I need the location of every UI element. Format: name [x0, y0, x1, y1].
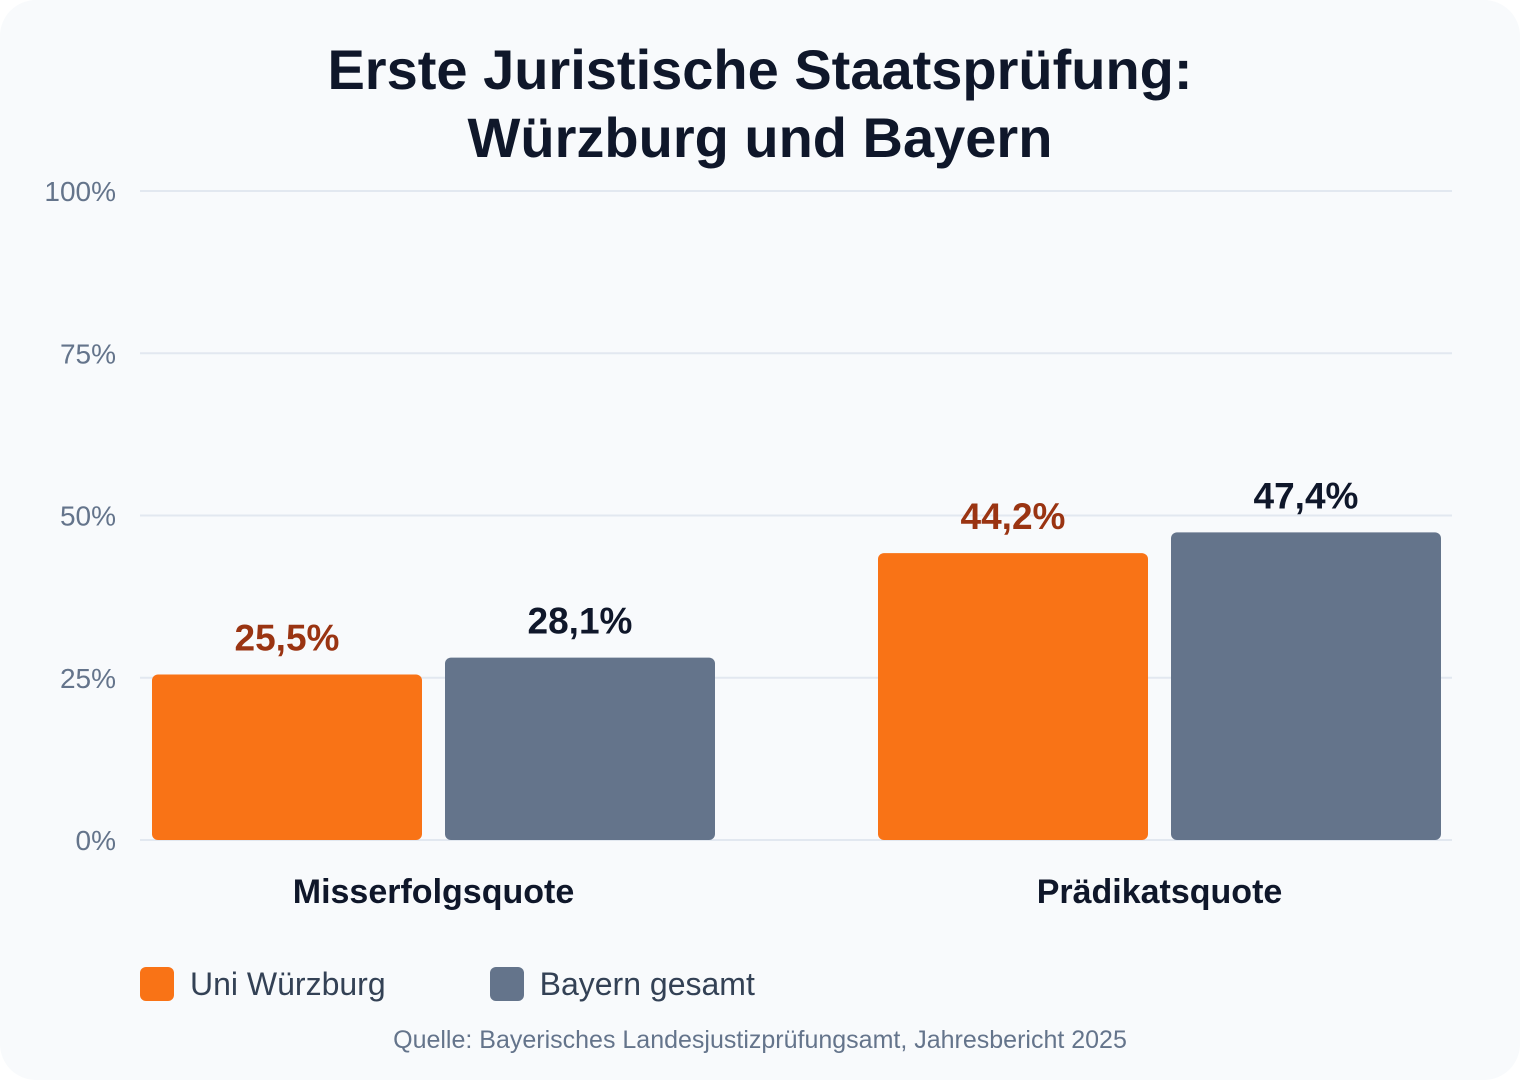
category-labels: Misserfolgsquote Prädikatsquote: [293, 873, 1283, 911]
bar: [1171, 532, 1441, 840]
category-label: Prädikatsquote: [1037, 873, 1283, 911]
legend-swatch-bayern-gesamt: [489, 967, 524, 1001]
y-tick-label: 75%: [60, 338, 116, 369]
y-tick-label: 50%: [60, 501, 116, 532]
bars: [152, 532, 1441, 840]
data-label: 44,2%: [961, 496, 1066, 537]
source-note: Quelle: Bayerisches Landesjustizprüfungs…: [393, 1026, 1127, 1054]
bar: [878, 553, 1148, 840]
data-label: 28,1%: [528, 601, 633, 642]
legend-item-bayern-gesamt: Bayern gesamt: [489, 965, 755, 1003]
data-label: 47,4%: [1254, 475, 1359, 516]
legend-label-bayern-gesamt: Bayern gesamt: [539, 965, 755, 1002]
legend-item-uni-wuerzburg: Uni Würzburg: [140, 966, 386, 1003]
chart-title-line-2: Würzburg und Bayern: [467, 106, 1053, 169]
chart-title: Erste Juristische Staatsprüfung: Würzbur…: [0, 36, 1520, 172]
y-tick-label: 100%: [44, 176, 116, 207]
y-tick-label: 25%: [60, 663, 116, 694]
legend: Uni Würzburg Bayern gesamt: [140, 962, 859, 1006]
category-label: Misserfolgsquote: [293, 873, 574, 911]
bar: [152, 674, 422, 840]
data-labels: 25,5% 28,1% 44,2% 47,4%: [235, 475, 1359, 658]
legend-swatch-uni-wuerzburg: [140, 967, 174, 1001]
y-tick-label: 0%: [76, 825, 116, 856]
chart-title-line-1: Erste Juristische Staatsprüfung:: [327, 38, 1193, 101]
bar: [445, 657, 715, 840]
y-axis-tick-labels: 0% 25% 50% 75% 100%: [44, 176, 116, 856]
data-label: 25,5%: [235, 618, 340, 659]
legend-label-uni-wuerzburg: Uni Würzburg: [190, 965, 386, 1002]
